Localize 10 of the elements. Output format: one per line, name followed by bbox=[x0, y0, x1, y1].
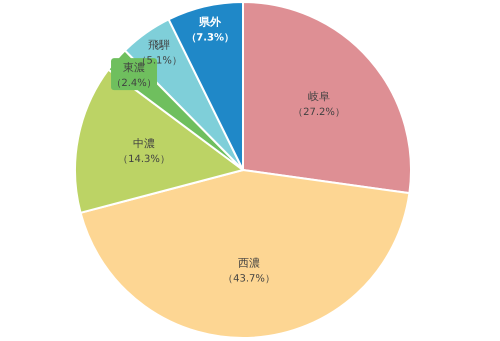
slice-label: 中濃 bbox=[133, 136, 156, 150]
slice-label: 岐阜 bbox=[308, 90, 330, 103]
slice-label: 飛騨 bbox=[148, 38, 170, 52]
data-label: （7.3%） bbox=[186, 32, 234, 44]
slice-label: 県外 bbox=[198, 15, 222, 28]
data-label: （43.7%） bbox=[223, 274, 275, 285]
slice-label: 西濃 bbox=[238, 256, 260, 270]
data-label: （27.2%） bbox=[293, 106, 345, 118]
data-label: （14.3%） bbox=[118, 154, 170, 165]
data-label: （2.4%） bbox=[111, 78, 157, 90]
